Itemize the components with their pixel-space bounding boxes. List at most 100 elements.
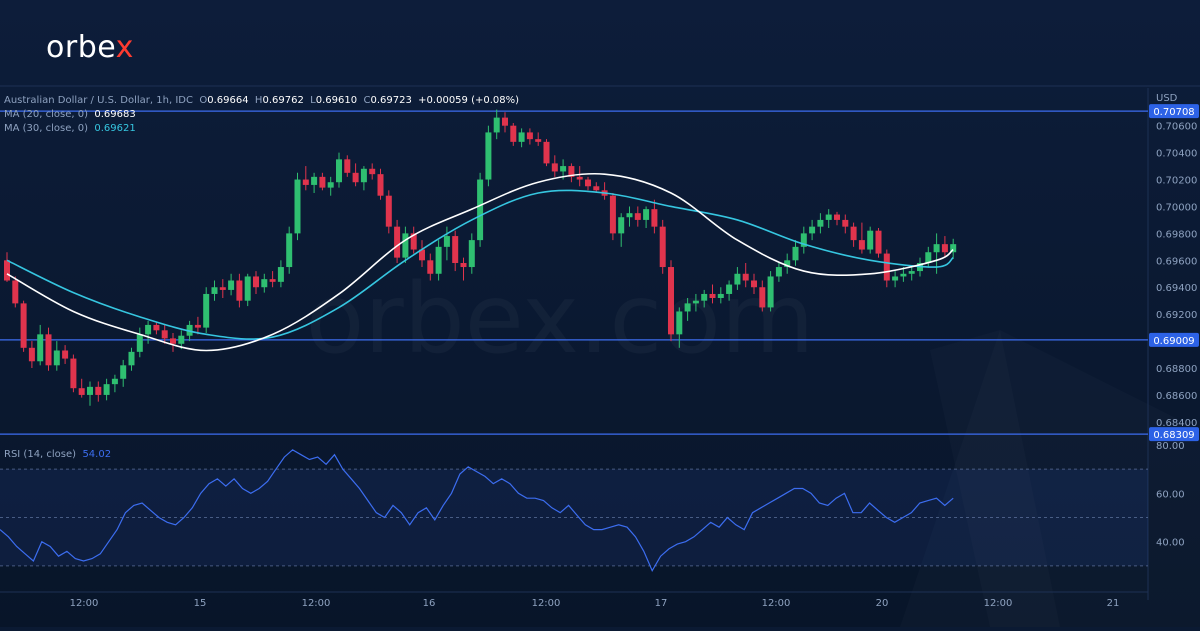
- candle-body: [510, 125, 517, 142]
- price-tag-label: 0.68309: [1153, 430, 1194, 441]
- ma30-label: MA (30, close, 0): [4, 123, 89, 134]
- close-value: 0.69723: [370, 95, 412, 106]
- candle-body: [78, 388, 85, 395]
- rsi-y-tick-label: 40.00: [1156, 538, 1185, 549]
- candle-body: [360, 168, 367, 183]
- rsi-y-tick-label: 60.00: [1156, 489, 1185, 500]
- candle-body: [834, 214, 840, 220]
- y-tick-label: 0.70200: [1156, 176, 1197, 187]
- x-axis: 12:00 15 12:00 16 12:00 17 12:00 20 12:00 21: [70, 598, 1120, 609]
- candle-body: [941, 244, 948, 253]
- candle-body: [410, 233, 417, 250]
- candle-body: [775, 267, 782, 277]
- candle-body: [618, 217, 625, 234]
- ma20-legend[interactable]: MA (20, close, 0) 0.69683: [4, 109, 136, 120]
- candle-body: [543, 141, 550, 164]
- candle-body: [28, 347, 35, 362]
- candle-body: [336, 159, 342, 183]
- ma30-line: [6, 189, 954, 340]
- candle-body: [767, 276, 774, 308]
- logo-accent: x: [115, 30, 134, 65]
- candle-body: [261, 279, 268, 288]
- candle-body: [468, 240, 475, 268]
- candle-body: [402, 233, 409, 258]
- open-label: O: [199, 95, 208, 106]
- candle-body: [352, 172, 359, 183]
- candle-body: [518, 132, 525, 142]
- candle-body: [460, 263, 467, 268]
- candle-body: [4, 260, 10, 281]
- y-tick-label: 0.70000: [1156, 202, 1197, 213]
- y-tick-label: 0.68600: [1156, 391, 1197, 402]
- candle-body: [634, 213, 641, 220]
- candle-body: [626, 213, 633, 218]
- candle-body: [120, 365, 127, 379]
- candle-body: [875, 230, 882, 254]
- candle-body: [485, 132, 492, 180]
- candle-body: [568, 166, 575, 177]
- symbol-label: Australian Dollar / U.S. Dollar, 1h, IDC: [4, 95, 193, 106]
- ma30-legend[interactable]: MA (30, close, 0) 0.69621: [4, 123, 136, 134]
- candle-body: [319, 176, 326, 188]
- candle-body: [443, 236, 450, 247]
- x-tick-label: 12:00: [70, 598, 99, 609]
- candle-body: [759, 287, 766, 308]
- candle-body: [253, 276, 259, 288]
- y-tick-label: 0.69400: [1156, 283, 1197, 294]
- candle-body: [236, 280, 243, 301]
- price-tags: 0.70708 0.69009 0.68309: [1149, 104, 1199, 442]
- candle-body: [842, 219, 849, 227]
- high-value: 0.69762: [262, 95, 304, 106]
- x-tick-label: 12:00: [984, 598, 1013, 609]
- candle-body: [892, 276, 899, 281]
- rsi-polyline: [0, 449, 954, 573]
- candle-body: [277, 267, 284, 282]
- candle-body: [286, 233, 293, 268]
- candle-body: [643, 209, 650, 220]
- candle-body: [576, 176, 583, 180]
- candle-body: [427, 260, 434, 274]
- candle-body: [526, 132, 533, 140]
- candle-body: [37, 334, 44, 362]
- background-decor: [0, 85, 1200, 87]
- candle-body: [327, 182, 334, 188]
- rsi-label: RSI (14, close): [4, 449, 77, 460]
- horizontal-levels: [0, 110, 1148, 435]
- y-axis: USD 0.70600 0.70400 0.70200 0.70000 0.69800 0.…: [1156, 93, 1197, 549]
- candle-body: [45, 334, 52, 366]
- candle-body: [294, 179, 301, 234]
- candle-body: [419, 249, 425, 261]
- candle-body: [717, 293, 724, 298]
- orbex-logo: orbex: [46, 30, 134, 65]
- candle-body: [452, 236, 459, 263]
- y-tick-label: 0.69600: [1156, 256, 1197, 267]
- low-label: L: [310, 95, 316, 106]
- candle-body: [551, 163, 558, 172]
- ma20-label: MA (20, close, 0): [4, 109, 89, 120]
- candle-body: [659, 226, 666, 268]
- y-tick-label: 0.69200: [1156, 310, 1197, 321]
- candle-body: [211, 287, 218, 294]
- candle-body: [585, 179, 591, 187]
- candle-body: [344, 159, 351, 173]
- candle-body: [668, 267, 674, 335]
- low-value: 0.69610: [315, 95, 358, 106]
- candle-body: [792, 246, 799, 261]
- candle-body: [70, 358, 77, 389]
- y-tick-label: 0.70600: [1156, 122, 1197, 133]
- candle-body: [228, 280, 235, 290]
- candle-body: [111, 378, 118, 385]
- candle-body: [477, 179, 484, 241]
- candle-body: [751, 280, 757, 288]
- candle-body: [53, 350, 60, 366]
- candle-body: [170, 338, 176, 344]
- candle-body: [908, 271, 915, 274]
- rsi-legend[interactable]: RSI (14, close) 54.02: [4, 449, 111, 460]
- candle-body: [20, 303, 27, 348]
- ohlc-legend: Australian Dollar / U.S. Dollar, 1h, IDC…: [4, 95, 519, 106]
- candle-body: [535, 139, 542, 142]
- candle-body: [435, 246, 442, 274]
